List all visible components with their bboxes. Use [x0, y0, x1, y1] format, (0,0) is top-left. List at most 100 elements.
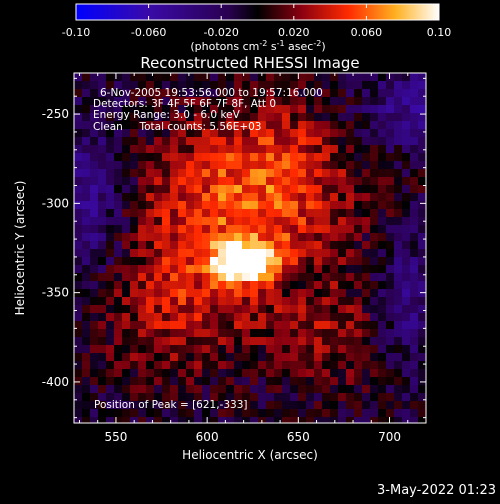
annotation-energy-range: Energy Range: 3.0 - 6.0 keV — [93, 109, 241, 121]
heatmap-cell — [226, 161, 235, 170]
heatmap-cell — [122, 105, 131, 114]
heatmap-cell — [266, 297, 275, 306]
heatmap-cell — [74, 289, 83, 298]
heatmap-cell — [266, 329, 275, 338]
heatmap-cell — [242, 369, 251, 378]
heatmap-cell — [106, 249, 115, 258]
heatmap-cell — [82, 169, 91, 178]
heatmap-cell — [330, 305, 339, 314]
heatmap-cell — [386, 401, 395, 410]
heatmap-cell — [178, 281, 187, 290]
heatmap-cell — [178, 297, 187, 306]
heatmap-cell — [386, 281, 395, 290]
heatmap-cell — [418, 329, 426, 338]
heatmap-cell — [106, 305, 115, 314]
heatmap-cell — [218, 265, 227, 274]
heatmap-cell — [290, 233, 299, 242]
heatmap-cell — [82, 233, 91, 242]
heatmap-cell — [98, 153, 107, 162]
heatmap-cell — [250, 161, 259, 170]
heatmap-cell — [82, 193, 91, 202]
heatmap-cell — [314, 385, 323, 394]
heatmap-cell — [82, 313, 91, 322]
heatmap-cell — [282, 209, 291, 218]
heatmap-cell — [114, 137, 123, 146]
heatmap-cell — [402, 209, 411, 218]
heatmap-cell — [250, 385, 259, 394]
heatmap-cell — [122, 361, 131, 370]
heatmap-cell — [258, 321, 267, 330]
heatmap-cell — [106, 297, 115, 306]
heatmap-cell — [122, 257, 131, 266]
heatmap-cell — [162, 249, 171, 258]
heatmap-cell — [362, 73, 371, 82]
heatmap-cell — [90, 169, 99, 178]
heatmap-cell — [114, 249, 123, 258]
heatmap-cell — [298, 217, 307, 226]
y-tick-label: -300 — [42, 196, 69, 210]
heatmap-cell — [146, 385, 155, 394]
heatmap-cell — [394, 225, 403, 234]
heatmap-cell — [402, 153, 411, 162]
heatmap-cell — [162, 169, 171, 178]
heatmap-cell — [74, 225, 83, 234]
heatmap-cell — [410, 233, 419, 242]
heatmap-cell — [394, 89, 403, 98]
heatmap-cell — [162, 161, 171, 170]
heatmap-cell — [114, 193, 123, 202]
heatmap-cell — [74, 353, 83, 362]
heatmap-cell — [266, 105, 275, 114]
heatmap-cell — [218, 177, 227, 186]
heatmap-cell — [202, 353, 211, 362]
heatmap-cell — [122, 217, 131, 226]
heatmap-cell — [282, 257, 291, 266]
heatmap-cell — [202, 409, 211, 418]
heatmap-cell — [202, 209, 211, 218]
heatmap-cell — [290, 105, 299, 114]
heatmap-cell — [202, 321, 211, 330]
heatmap-cell — [98, 73, 107, 82]
heatmap-cell — [274, 257, 283, 266]
heatmap-cell — [410, 417, 419, 423]
heatmap-cell — [82, 273, 91, 282]
heatmap-cell — [322, 361, 331, 370]
heatmap-cell — [266, 289, 275, 298]
heatmap-cell — [274, 337, 283, 346]
heatmap-cell — [74, 89, 83, 98]
heatmap-cell — [186, 185, 195, 194]
heatmap-cell — [386, 329, 395, 338]
heatmap-cell — [154, 105, 163, 114]
heatmap-cell — [98, 233, 107, 242]
heatmap-cell — [122, 393, 131, 402]
heatmap-cell — [210, 193, 219, 202]
heatmap-cell — [146, 329, 155, 338]
heatmap-cell — [234, 289, 243, 298]
heatmap-cell — [386, 265, 395, 274]
heatmap-cell — [130, 281, 139, 290]
heatmap-cell — [354, 361, 363, 370]
heatmap-cell — [122, 97, 131, 106]
heatmap-cell — [266, 401, 275, 410]
heatmap-cell — [138, 409, 147, 418]
heatmap-cell — [218, 273, 227, 282]
heatmap-cell — [418, 361, 426, 370]
heatmap-cell — [362, 161, 371, 170]
heatmap-cell — [162, 153, 171, 162]
heatmap-cell — [90, 233, 99, 242]
heatmap-cell — [402, 233, 411, 242]
heatmap-cell — [258, 129, 267, 138]
heatmap-cell — [298, 241, 307, 250]
heatmap-cell — [274, 321, 283, 330]
heatmap-cell — [114, 217, 123, 226]
heatmap-cell — [346, 385, 355, 394]
heatmap-cell — [306, 73, 315, 82]
heatmap-cell — [106, 313, 115, 322]
heatmap-cell — [386, 161, 395, 170]
heatmap-cell — [82, 217, 91, 226]
heatmap-cell — [346, 241, 355, 250]
heatmap-cell — [130, 105, 139, 114]
heatmap-cell — [82, 89, 91, 98]
heatmap-cell — [290, 193, 299, 202]
heatmap-cell — [314, 329, 323, 338]
heatmap-cell — [378, 377, 387, 386]
